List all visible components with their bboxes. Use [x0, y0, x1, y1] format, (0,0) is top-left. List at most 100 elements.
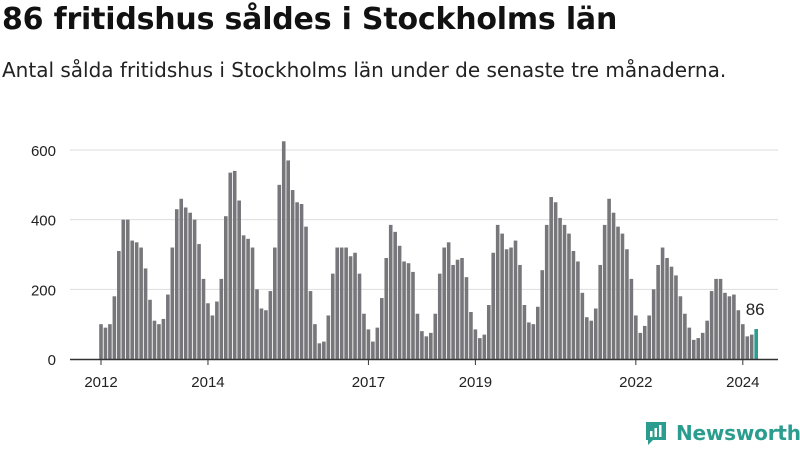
bar [170, 247, 175, 359]
bar [745, 336, 750, 359]
x-tick-label: 2022 [619, 374, 652, 391]
bar [732, 294, 736, 359]
y-tick-label: 600 [31, 143, 56, 160]
bar [246, 238, 250, 359]
bar [290, 190, 295, 359]
bar [495, 224, 500, 359]
bar [473, 329, 478, 359]
bar [134, 242, 139, 359]
bar [357, 273, 362, 359]
bar [469, 311, 473, 359]
bar [696, 338, 701, 359]
bar [736, 310, 741, 359]
bar [544, 224, 549, 359]
bar [308, 291, 313, 359]
axis-layer: 0 200 400 600 2012 2014 2017 2019 2022 2024 [31, 143, 778, 391]
bar [522, 305, 527, 359]
bar [117, 251, 121, 359]
bar [348, 256, 353, 359]
bar [215, 301, 219, 359]
bar [281, 141, 286, 359]
bar [723, 292, 727, 359]
bar [241, 235, 246, 359]
bar [638, 332, 643, 359]
bar [161, 318, 166, 359]
bar [642, 325, 647, 359]
bar [665, 257, 669, 359]
bar [741, 324, 745, 359]
bar [192, 219, 197, 359]
bar [335, 247, 340, 359]
bar [647, 315, 652, 359]
bar [188, 212, 192, 359]
bar [549, 197, 553, 359]
bar [683, 313, 687, 359]
bar [130, 240, 134, 359]
bar [620, 233, 625, 359]
bar [602, 224, 607, 359]
bar [562, 224, 567, 359]
newsworthy-logo-icon [646, 422, 666, 445]
brand-name: Newsworthy [676, 421, 800, 445]
bar [223, 216, 228, 359]
bar [139, 247, 143, 359]
bar [451, 264, 455, 359]
bar [375, 327, 380, 359]
bar [491, 252, 496, 359]
bar [553, 202, 558, 359]
bar [420, 331, 424, 359]
chart-subtitle: Antal sålda fritidshus i Stockholms län … [2, 58, 727, 82]
bar [379, 298, 384, 359]
bar [500, 233, 504, 359]
bar [527, 322, 531, 359]
bar [201, 278, 206, 359]
bar [250, 247, 255, 359]
bar [687, 327, 692, 359]
bar [464, 277, 469, 359]
bar [406, 263, 411, 359]
bar [299, 203, 304, 359]
grid-layer [70, 149, 778, 290]
bar [749, 334, 754, 359]
bar [678, 296, 683, 359]
bar [513, 240, 518, 359]
bar [567, 233, 571, 359]
bar [103, 327, 108, 359]
x-tick-label: 2024 [726, 374, 759, 391]
bar [273, 247, 277, 359]
bar-layer [99, 141, 758, 359]
bar [625, 249, 629, 359]
bar [433, 313, 438, 359]
bar [700, 332, 705, 359]
bar [143, 268, 148, 359]
y-tick-label: 400 [31, 213, 56, 230]
bar [651, 289, 656, 359]
bar [152, 320, 157, 359]
bar [674, 275, 678, 359]
bar [304, 226, 308, 359]
bar [264, 310, 268, 359]
bar [571, 251, 576, 359]
bar [402, 261, 406, 359]
bar [393, 231, 397, 359]
bar [313, 324, 317, 359]
highlight-value-label: 86 [746, 300, 765, 319]
bar [482, 334, 487, 359]
bar [660, 247, 665, 359]
bar [429, 332, 433, 359]
bar [718, 278, 723, 359]
bar [486, 305, 491, 359]
bar [669, 266, 674, 359]
bar [174, 209, 179, 359]
bar [437, 273, 442, 359]
bar [371, 341, 375, 359]
bar [611, 212, 616, 359]
x-tick-label: 2017 [352, 374, 385, 391]
bar [210, 315, 215, 359]
bar [576, 261, 580, 359]
bar [598, 264, 602, 359]
bar [593, 308, 598, 359]
bar [535, 306, 540, 359]
bar-highlight [754, 329, 758, 359]
x-tick-label: 2014 [191, 374, 224, 391]
